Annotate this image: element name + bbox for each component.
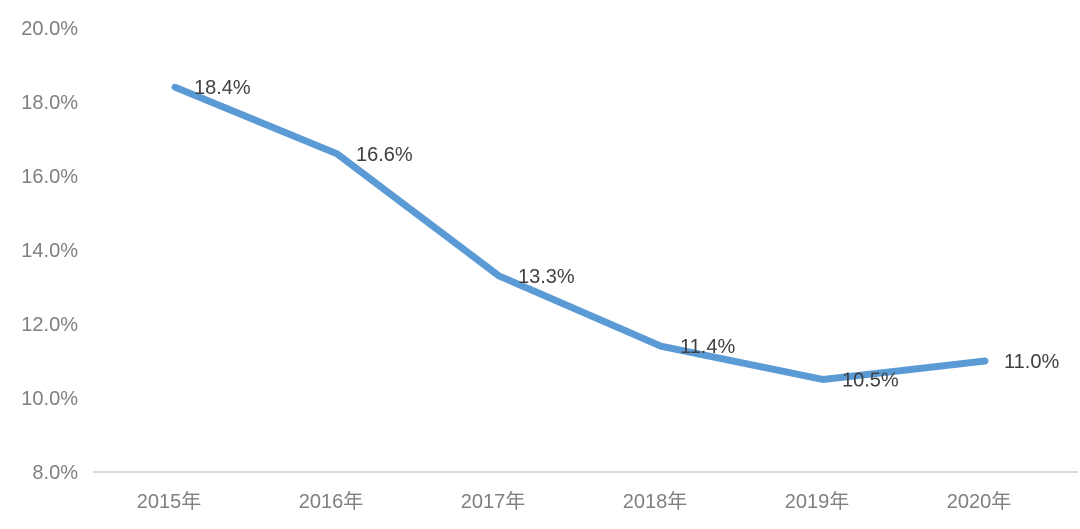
x-tick-label: 2019年 <box>785 490 850 513</box>
x-tick-label: 2015年 <box>137 490 202 513</box>
y-tick-label: 14.0% <box>21 240 78 262</box>
data-label: 18.4% <box>194 77 251 99</box>
y-tick-label: 18.0% <box>21 92 78 114</box>
y-tick-label: 8.0% <box>32 462 78 484</box>
data-label: 10.5% <box>842 370 899 392</box>
y-tick-label: 20.0% <box>21 18 78 40</box>
y-tick-label: 12.0% <box>21 314 78 336</box>
x-tick-label: 2020年 <box>947 490 1012 513</box>
series-line <box>171 83 989 383</box>
data-label: 13.3% <box>518 266 575 288</box>
x-tick-label: 2017年 <box>461 490 526 513</box>
data-label: 16.6% <box>356 144 413 166</box>
data-label: 11.0% <box>1004 351 1059 373</box>
x-tick-label: 2016年 <box>299 490 364 513</box>
y-tick-label: 16.0% <box>21 166 78 188</box>
x-tick-label: 2018年 <box>623 490 688 513</box>
y-tick-label: 10.0% <box>21 388 78 410</box>
data-label: 11.4% <box>680 336 735 358</box>
